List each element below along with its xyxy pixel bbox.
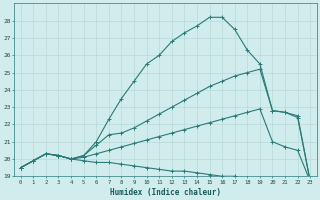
X-axis label: Humidex (Indice chaleur): Humidex (Indice chaleur): [110, 188, 221, 197]
